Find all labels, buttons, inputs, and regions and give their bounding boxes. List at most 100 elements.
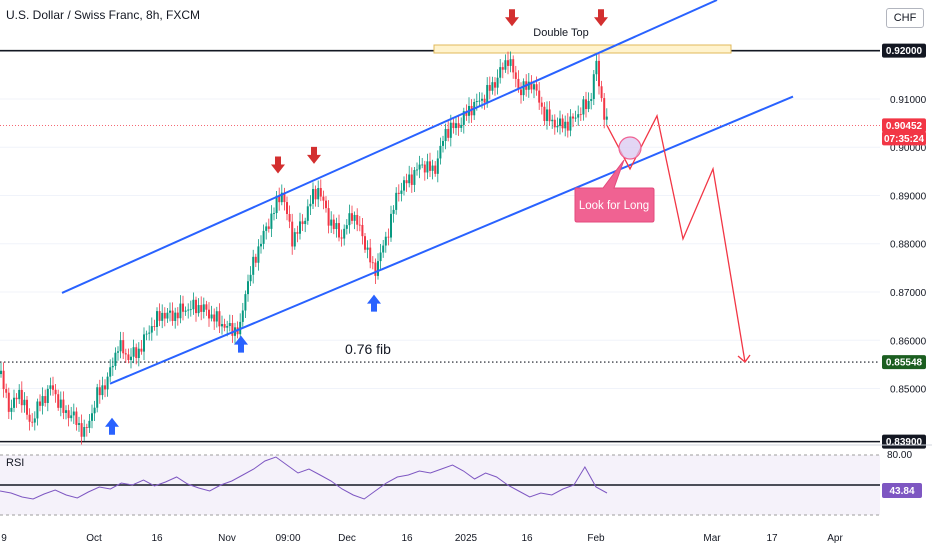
candle-body xyxy=(49,385,52,389)
candle-body xyxy=(327,208,330,226)
candle-body xyxy=(587,100,590,110)
candle-body xyxy=(62,399,65,413)
candle-body xyxy=(475,101,478,102)
candle-body xyxy=(283,192,286,203)
candle-body xyxy=(46,388,49,403)
candle-body xyxy=(195,299,197,314)
candle-body xyxy=(322,196,325,201)
candle-body xyxy=(572,116,574,119)
channel-upper-line[interactable] xyxy=(61,0,718,294)
candle-body xyxy=(400,190,403,194)
candle-body xyxy=(161,312,164,321)
candle-body xyxy=(114,352,117,366)
candle-body xyxy=(442,141,444,146)
price-tag xyxy=(882,355,926,370)
candle-body xyxy=(356,214,359,225)
candle-body xyxy=(137,348,140,358)
candle-body xyxy=(405,180,408,184)
candle-body xyxy=(41,396,44,406)
candle-body xyxy=(252,256,255,275)
candle-body xyxy=(306,206,309,221)
candle-body xyxy=(543,106,546,121)
candle-body xyxy=(241,310,244,322)
candle-body xyxy=(546,109,548,121)
candle-body xyxy=(260,243,262,247)
candle-body xyxy=(65,410,67,413)
channel-lower-line[interactable] xyxy=(109,95,794,385)
candle-body xyxy=(213,314,216,322)
candle-body xyxy=(478,100,481,102)
chart-title: U.S. Dollar / Swiss Franc, 8h, FXCM xyxy=(6,8,201,22)
y-grid xyxy=(0,98,880,390)
candle-body xyxy=(210,314,213,319)
candle-body xyxy=(439,145,442,159)
currency-button[interactable]: CHF xyxy=(886,8,924,28)
candle-body xyxy=(553,119,556,128)
up-arrow-icon xyxy=(105,417,119,435)
candle-body xyxy=(98,387,101,396)
candle-body xyxy=(582,99,585,115)
candle-body xyxy=(527,81,530,90)
candle-body xyxy=(447,128,450,138)
candle-body xyxy=(67,410,70,419)
candle-body xyxy=(460,124,463,128)
rsi-label: RSI xyxy=(6,457,24,469)
x-tick-label: Oct xyxy=(86,533,102,544)
candle-body xyxy=(361,224,364,237)
candle-body xyxy=(174,312,177,321)
double-top-label: Double Top xyxy=(533,27,588,39)
candle-body xyxy=(317,188,320,200)
candle-body xyxy=(96,387,99,408)
candle-body xyxy=(169,310,171,313)
candle-body xyxy=(312,189,314,204)
candle-body xyxy=(293,232,296,247)
time-axis[interactable]: 9 Oct 16 Nov 09:00 Dec 16 2025 16 Feb Mar 17 Apr xyxy=(1,533,843,544)
price-tag xyxy=(882,131,926,146)
look-for-long-label: Look for Long xyxy=(579,200,649,212)
price-axis[interactable]: 0.91000 0.90000 0.89000 0.88000 0.87000 0.860… xyxy=(880,0,932,449)
candle-body xyxy=(13,397,15,408)
candle-body xyxy=(72,411,75,416)
candle-body xyxy=(200,305,203,312)
candle-body xyxy=(595,60,598,75)
candle-body xyxy=(491,82,494,91)
candle-body xyxy=(338,223,340,238)
y-tick-label: 0.91000 xyxy=(890,95,927,106)
candle-body xyxy=(509,59,512,66)
candle-body xyxy=(286,202,288,215)
price-tag xyxy=(882,43,926,58)
y-tick-label: 0.85000 xyxy=(890,385,927,396)
x-tick-label: Mar xyxy=(703,533,721,544)
candle-body xyxy=(345,225,348,229)
candle-body xyxy=(218,311,221,327)
candle-body xyxy=(353,214,356,221)
price-tag-label: 0.83900 xyxy=(886,437,923,448)
up-arrow-icon xyxy=(234,335,248,353)
candle-body xyxy=(507,60,509,66)
candle-body xyxy=(119,340,122,352)
candle-body xyxy=(135,347,138,358)
candle-body xyxy=(421,164,424,166)
candle-body xyxy=(143,334,145,352)
candle-body xyxy=(91,413,93,421)
y-tick-label: 0.87000 xyxy=(890,288,927,299)
candle-body xyxy=(488,84,491,91)
candle-body xyxy=(28,414,31,422)
candle-body xyxy=(533,84,535,90)
candle-body xyxy=(390,213,392,238)
candle-body xyxy=(54,389,57,395)
candle-body xyxy=(127,354,130,361)
candle-body xyxy=(343,228,346,239)
candle-body xyxy=(590,99,593,101)
candle-body xyxy=(130,356,132,361)
x-tick-label: 16 xyxy=(151,533,163,544)
double-top-zone xyxy=(433,44,732,54)
candle-body xyxy=(379,252,382,262)
price-tag-label: 07:35:24 xyxy=(884,134,924,145)
candle-body xyxy=(530,81,533,90)
candle-body xyxy=(374,262,377,276)
candle-body xyxy=(304,220,307,225)
candle-body xyxy=(93,407,96,414)
candle-body xyxy=(10,407,13,412)
